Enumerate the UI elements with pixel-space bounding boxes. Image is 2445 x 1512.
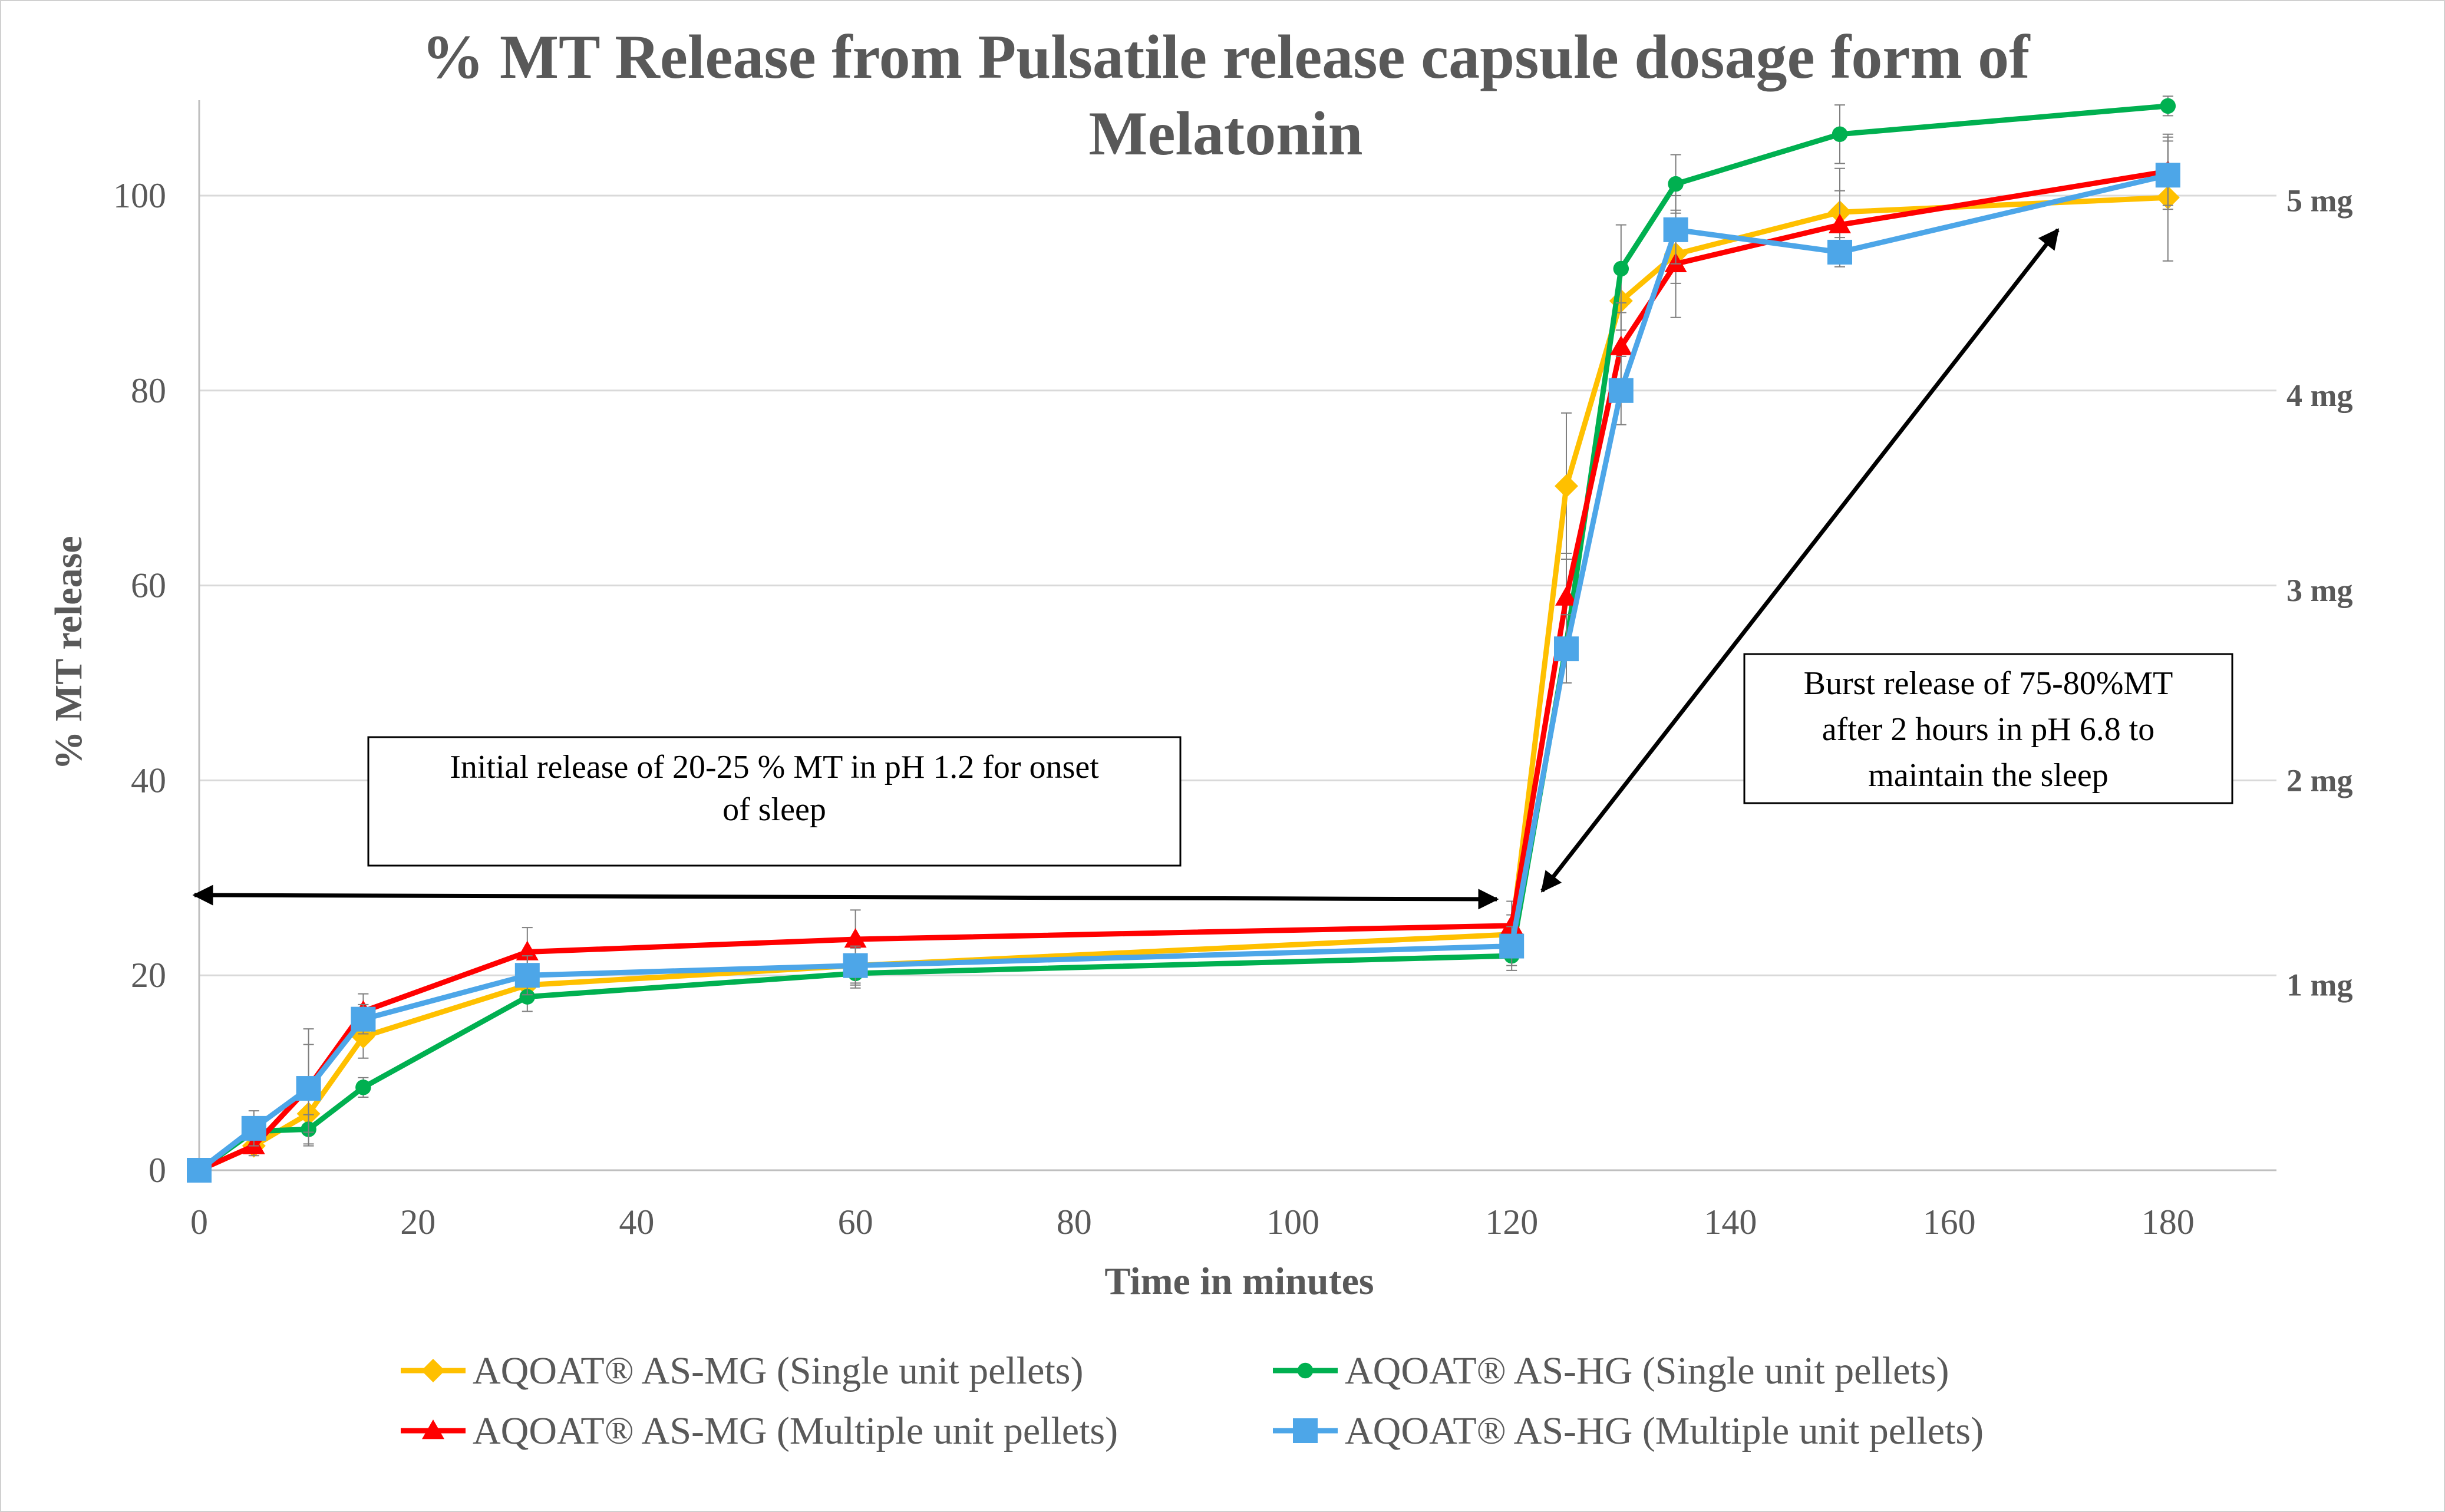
burst-release-line-1: Burst release of 75-80%MT bbox=[1804, 665, 2173, 702]
legend: AQOAT® AS-MG (Single unit pellets) AQOAT®… bbox=[401, 1349, 1984, 1452]
y-axis-title: % MT release bbox=[47, 536, 90, 770]
right-axis-label-1: 2 mg bbox=[2286, 762, 2352, 798]
series-3-point-3 bbox=[351, 1006, 376, 1032]
y-tick-label-1: 20 bbox=[131, 956, 166, 995]
burst-release-annotation: Burst release of 75-80%MT after 2 hours … bbox=[1743, 653, 2233, 804]
series-3-point-4 bbox=[514, 963, 540, 988]
legend-label-0: AQOAT® AS-MG (Single unit pellets) bbox=[473, 1349, 1083, 1392]
series-0-point-7 bbox=[1555, 474, 1578, 498]
x-axis-title: Time in minutes bbox=[1104, 1260, 1374, 1303]
right-axis-label-0: 1 mg bbox=[2286, 968, 2352, 1003]
series-3-point-8 bbox=[1608, 378, 1634, 403]
right-axis-label-3: 4 mg bbox=[2286, 378, 2352, 413]
x-tick-labels: 0 20 40 60 80 100 120 140 160 180 bbox=[190, 1203, 2195, 1242]
series-1-point-11 bbox=[2160, 98, 2176, 114]
legend-item-1: AQOAT® AS-HG (Single unit pellets) bbox=[1273, 1349, 1949, 1392]
legend-label-1: AQOAT® AS-HG (Single unit pellets) bbox=[1345, 1349, 1949, 1392]
series-3-point-10 bbox=[1827, 239, 1852, 265]
chart-title-line-1: % MT Release from Pulsatile release caps… bbox=[422, 22, 2031, 91]
series-1-point-4 bbox=[519, 989, 536, 1005]
x-tick-label-9: 180 bbox=[2142, 1203, 2195, 1242]
initial-release-annotation: Initial release of 20-25 % MT in pH 1.2 … bbox=[367, 736, 1182, 867]
legend-swatch-marker-2 bbox=[422, 1419, 444, 1440]
initial-release-line-1: Initial release of 20-25 % MT in pH 1.2 … bbox=[450, 749, 1099, 785]
legend-item-3: AQOAT® AS-HG (Multiple unit pellets) bbox=[1273, 1409, 1984, 1452]
series-3-point-7 bbox=[1554, 636, 1579, 662]
right-axis-label-4: 5 mg bbox=[2286, 183, 2352, 218]
series-1-point-10 bbox=[1832, 126, 1848, 143]
x-tick-label-5: 100 bbox=[1266, 1203, 1319, 1242]
right-axis-label-2: 3 mg bbox=[2286, 573, 2352, 608]
right-axis-labels: 1 mg 2 mg 3 mg 4 mg 5 mg bbox=[2286, 183, 2352, 1002]
legend-swatch-marker-1 bbox=[1297, 1362, 1314, 1379]
series-1-point-8 bbox=[1613, 260, 1629, 277]
initial-phase-arrow bbox=[192, 884, 1499, 910]
y-tick-label-5: 100 bbox=[113, 176, 166, 215]
series-1 bbox=[191, 95, 2176, 1178]
legend-item-2: AQOAT® AS-MG (Multiple unit pellets) bbox=[401, 1409, 1118, 1452]
legend-label-2: AQOAT® AS-MG (Multiple unit pellets) bbox=[473, 1409, 1118, 1452]
series-1-line bbox=[197, 103, 2169, 1173]
series-3-point-1 bbox=[241, 1115, 266, 1141]
burst-phase-arrow bbox=[1540, 228, 2060, 893]
y-tick-label-0: 0 bbox=[149, 1151, 166, 1190]
initial-release-line-2: of sleep bbox=[722, 791, 826, 828]
series-3 bbox=[187, 140, 2180, 1183]
series-3-point-9 bbox=[1663, 217, 1688, 242]
legend-swatch-marker-0 bbox=[421, 1359, 445, 1382]
chart-title-line-2: Melatonin bbox=[1088, 99, 1362, 168]
x-tick-label-0: 0 bbox=[190, 1203, 208, 1242]
legend-label-3: AQOAT® AS-HG (Multiple unit pellets) bbox=[1345, 1409, 1984, 1452]
series-3-point-2 bbox=[296, 1076, 321, 1101]
series-1-point-3 bbox=[355, 1079, 371, 1095]
series-2-point-4 bbox=[516, 940, 539, 960]
x-tick-label-2: 40 bbox=[619, 1203, 654, 1242]
x-tick-label-7: 140 bbox=[1704, 1203, 1757, 1242]
axes bbox=[198, 100, 2276, 1171]
series-0-line bbox=[198, 194, 2169, 1173]
series-3-point-5 bbox=[843, 953, 868, 978]
y-tick-label-4: 80 bbox=[131, 371, 166, 410]
series-group bbox=[187, 95, 2180, 1183]
burst-release-line-2: after 2 hours in pH 6.8 to bbox=[1822, 711, 2155, 748]
x-tick-label-8: 160 bbox=[1923, 1203, 1976, 1242]
x-tick-label-3: 60 bbox=[838, 1203, 873, 1242]
x-tick-label-1: 20 bbox=[400, 1203, 435, 1242]
y-tick-labels: 0 20 40 60 80 100 bbox=[113, 176, 166, 1190]
series-3-point-6 bbox=[1499, 933, 1525, 959]
series-1-point-9 bbox=[1668, 176, 1684, 192]
series-3-point-11 bbox=[2155, 163, 2180, 188]
burst-release-line-3: maintain the sleep bbox=[1868, 757, 2108, 794]
legend-item-0: AQOAT® AS-MG (Single unit pellets) bbox=[401, 1349, 1083, 1392]
y-tick-label-2: 40 bbox=[131, 761, 166, 800]
series-2-point-10 bbox=[1829, 213, 1851, 233]
y-tick-label-3: 60 bbox=[131, 566, 166, 605]
x-tick-label-4: 80 bbox=[1057, 1203, 1092, 1242]
series-2-point-7 bbox=[1555, 586, 1578, 606]
legend-swatch-marker-3 bbox=[1293, 1418, 1318, 1443]
series-2-point-8 bbox=[1609, 335, 1632, 355]
series-3-point-0 bbox=[187, 1158, 212, 1183]
series-2-point-5 bbox=[844, 928, 867, 948]
x-tick-label-6: 120 bbox=[1485, 1203, 1538, 1242]
